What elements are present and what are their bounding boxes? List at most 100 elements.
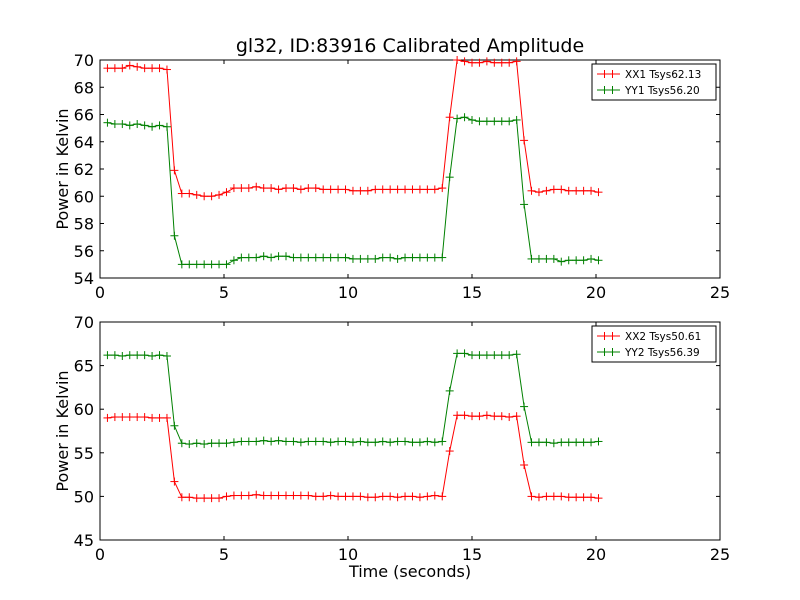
data-point: [564, 186, 573, 195]
data-point: [356, 186, 365, 195]
data-point: [237, 184, 246, 193]
data-point: [200, 440, 209, 449]
chart-title: gl32, ID:83916 Calibrated Amplitude: [236, 35, 584, 57]
data-point: [229, 184, 238, 193]
data-point: [334, 185, 343, 194]
data-point: [534, 188, 543, 197]
data-point: [133, 351, 142, 360]
plot-frame: [99, 321, 721, 541]
data-point: [125, 121, 134, 130]
data-point: [505, 351, 514, 360]
data-point: [564, 493, 573, 502]
data-point: [587, 493, 596, 502]
data-point: [371, 185, 380, 194]
data-point: [185, 189, 194, 198]
data-point: [319, 185, 328, 194]
data-point: [304, 491, 313, 500]
data-point: [572, 438, 581, 447]
data-point: [125, 413, 134, 422]
data-point: [482, 57, 491, 66]
data-point: [438, 437, 447, 446]
x-tick-label: 25: [710, 545, 730, 564]
data-point: [534, 438, 543, 447]
data-point: [319, 492, 328, 501]
data-point: [267, 491, 276, 500]
y-tick-label: 70: [74, 313, 94, 332]
data-point: [527, 254, 536, 263]
data-point: [356, 437, 365, 446]
data-point: [170, 231, 179, 240]
data-point: [415, 185, 424, 194]
data-point: [579, 438, 588, 447]
data-point: [252, 182, 261, 191]
data-point: [341, 492, 350, 501]
data-point: [520, 402, 529, 411]
subplot-1: 0 5 10 15 20 25 54 56 58 60 62 64 66 68 70 Power in Kel…: [53, 51, 730, 302]
data-point: [453, 114, 462, 123]
data-point: [557, 185, 566, 194]
data-point: [244, 491, 253, 500]
x-tick-label: 15: [462, 545, 482, 564]
legend-label: YY1 Tsys56.20: [624, 85, 700, 97]
data-point: [296, 253, 305, 262]
data-point: [311, 253, 320, 262]
data-point: [215, 439, 224, 448]
data-point: [296, 491, 305, 500]
legend-entry: XX1 Tsys62.13: [597, 69, 701, 81]
data-point: [267, 437, 276, 446]
data-point: [215, 494, 224, 503]
data-point: [415, 493, 424, 502]
series-2: [103, 113, 603, 269]
data-point: [192, 439, 201, 448]
data-point: [148, 352, 157, 361]
data-point: [460, 57, 469, 66]
legend-entry: XX2 Tsys50.61: [597, 331, 701, 343]
data-point: [110, 351, 119, 360]
data-point: [356, 254, 365, 263]
data-point: [401, 185, 410, 194]
data-point: [133, 120, 142, 129]
data-point: [468, 351, 476, 360]
data-point: [460, 113, 469, 122]
data-point: [103, 118, 112, 127]
data-point: [207, 260, 216, 269]
data-point: [505, 413, 514, 422]
data-point: [274, 185, 283, 194]
data-point: [438, 492, 447, 501]
data-point: [497, 351, 506, 360]
data-point: [207, 494, 216, 503]
data-point: [319, 253, 328, 262]
data-point: [482, 351, 491, 360]
data-point: [363, 254, 372, 263]
data-point: [274, 491, 283, 500]
x-tick-label: 20: [586, 283, 606, 302]
data-point: [594, 256, 603, 265]
data-point: [408, 438, 417, 447]
y-tick-label: 68: [74, 78, 94, 97]
data-point: [237, 437, 246, 446]
data-point: [542, 254, 551, 263]
data-point: [148, 64, 157, 73]
data-point: [348, 438, 357, 447]
data-point: [304, 253, 313, 262]
data-point: [542, 186, 551, 195]
x-tick-label: 15: [462, 283, 482, 302]
data-point: [572, 493, 581, 502]
data-point: [378, 492, 387, 501]
data-point: [200, 494, 209, 503]
data-point: [155, 351, 164, 360]
data-point: [363, 493, 372, 502]
data-point: [408, 492, 417, 501]
data-point: [393, 185, 402, 194]
data-point: [468, 115, 476, 124]
data-point: [267, 184, 276, 193]
data-point: [520, 461, 529, 470]
data-point: [549, 492, 558, 501]
data-point: [393, 254, 402, 263]
data-point: [222, 492, 231, 501]
data-point: [207, 439, 216, 448]
data-point: [237, 491, 246, 500]
data-point: [401, 437, 410, 446]
data-point: [579, 186, 588, 195]
